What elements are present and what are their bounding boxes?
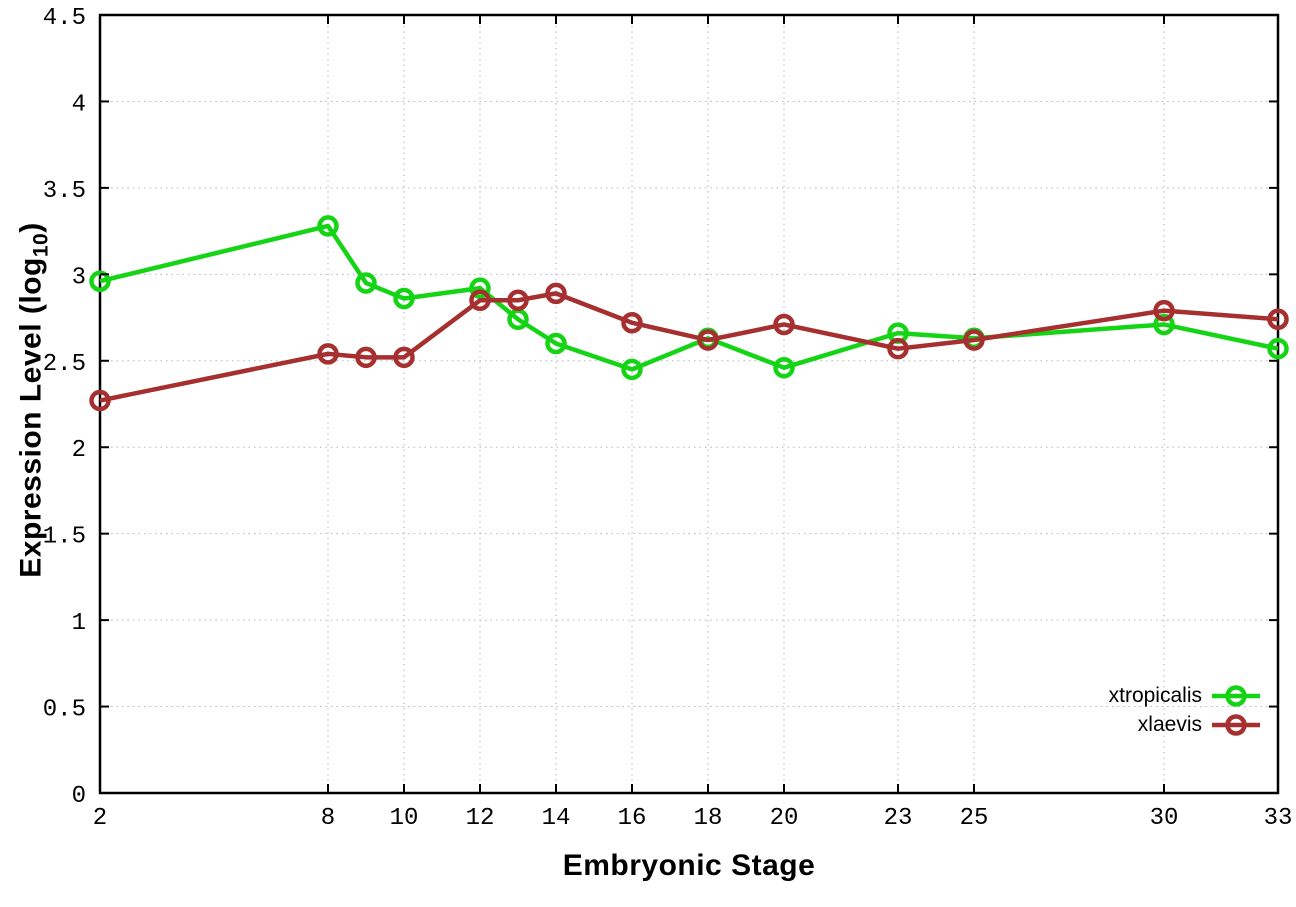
legend: xtropicalis xlaevis [1109,683,1260,738]
y-axis-title: Expression Level (log10) [15,222,54,577]
data-point-xtropicalis [773,356,795,379]
legend-label-xlaevis: xlaevis [1137,713,1202,736]
data-point-xlaevis [469,289,491,312]
tick-labels: 2 8 10 12 14 16 18 20 23 25 30 33 0 0.5 1 1.5 2 2.5 3 3.5 4 4… [43,5,1293,832]
data-point-xlaevis [89,389,111,412]
x-tick-label: 18 [694,805,723,832]
legend-item-xlaevis: xlaevis [1138,712,1260,738]
gridlines [99,14,1279,794]
x-axis-title: Embryonic Stage [562,849,816,882]
x-tick-label: 33 [1264,805,1293,832]
data-point-xlaevis [697,329,719,351]
data-point-xtropicalis [1267,337,1289,360]
x-tick-label: 30 [1150,805,1179,832]
legend-label-xtropicalis: xtropicalis [1108,684,1202,707]
y-axis-title-sub: 10 [29,232,53,258]
y-tick-label: 3 [72,264,86,291]
data-point-xlaevis [963,329,985,351]
x-tick-label: 8 [321,805,335,832]
data-point-xlaevis [621,311,643,334]
x-tick-label: 16 [618,805,647,832]
data-point-xtropicalis [393,287,415,310]
x-tick-label: 20 [770,805,799,832]
legend-marker-xtropicalis-icon [1212,685,1260,707]
data-point-xlaevis [317,343,339,365]
data-point-xlaevis [355,346,377,369]
data-point-xtropicalis [317,215,339,237]
x-tick-label: 12 [466,805,495,832]
x-tick-label: 10 [390,805,419,832]
legend-marker-xlaevis-icon [1212,714,1260,736]
data-point-xtropicalis [545,332,567,355]
series-xtropicalis [89,215,1289,381]
y-tick-label: 2.5 [43,351,86,378]
y-tick-label: 1 [72,610,86,637]
y-tick-label: 1.5 [43,524,86,551]
tick-marks [99,14,1279,794]
y-axis-title-suffix: ) [14,222,48,233]
data-point-xtropicalis [621,358,643,381]
data-point-xtropicalis [89,270,111,292]
data-point-xlaevis [1153,299,1175,322]
data-point-xlaevis [545,282,567,305]
y-tick-label: 2 [72,437,86,464]
x-tick-label: 14 [542,805,571,832]
y-tick-label: 4.5 [43,5,86,32]
data-point-xlaevis [773,313,795,336]
y-tick-label: 3.5 [43,178,86,205]
x-tick-label: 2 [93,805,107,832]
y-axis-title-main: Expression Level (log [14,257,48,578]
data-point-xlaevis [393,346,415,369]
legend-item-xtropicalis: xtropicalis [1109,683,1260,709]
data-point-xtropicalis [355,272,377,294]
y-tick-label: 4 [72,91,86,118]
series-xlaevis [89,282,1289,412]
data-point-xtropicalis [469,277,491,299]
x-tick-label: 25 [960,805,989,832]
data-point-xlaevis [1267,308,1289,331]
plot-border [98,13,1280,795]
series-line-xtropicalis [99,223,1279,372]
data-point-xtropicalis [1153,313,1175,336]
data-point-xlaevis [507,289,529,312]
x-tick-label: 23 [884,805,913,832]
data-point-xlaevis [887,337,909,360]
y-tick-label: 0.5 [43,697,86,724]
y-tick-label: 0 [72,783,86,810]
